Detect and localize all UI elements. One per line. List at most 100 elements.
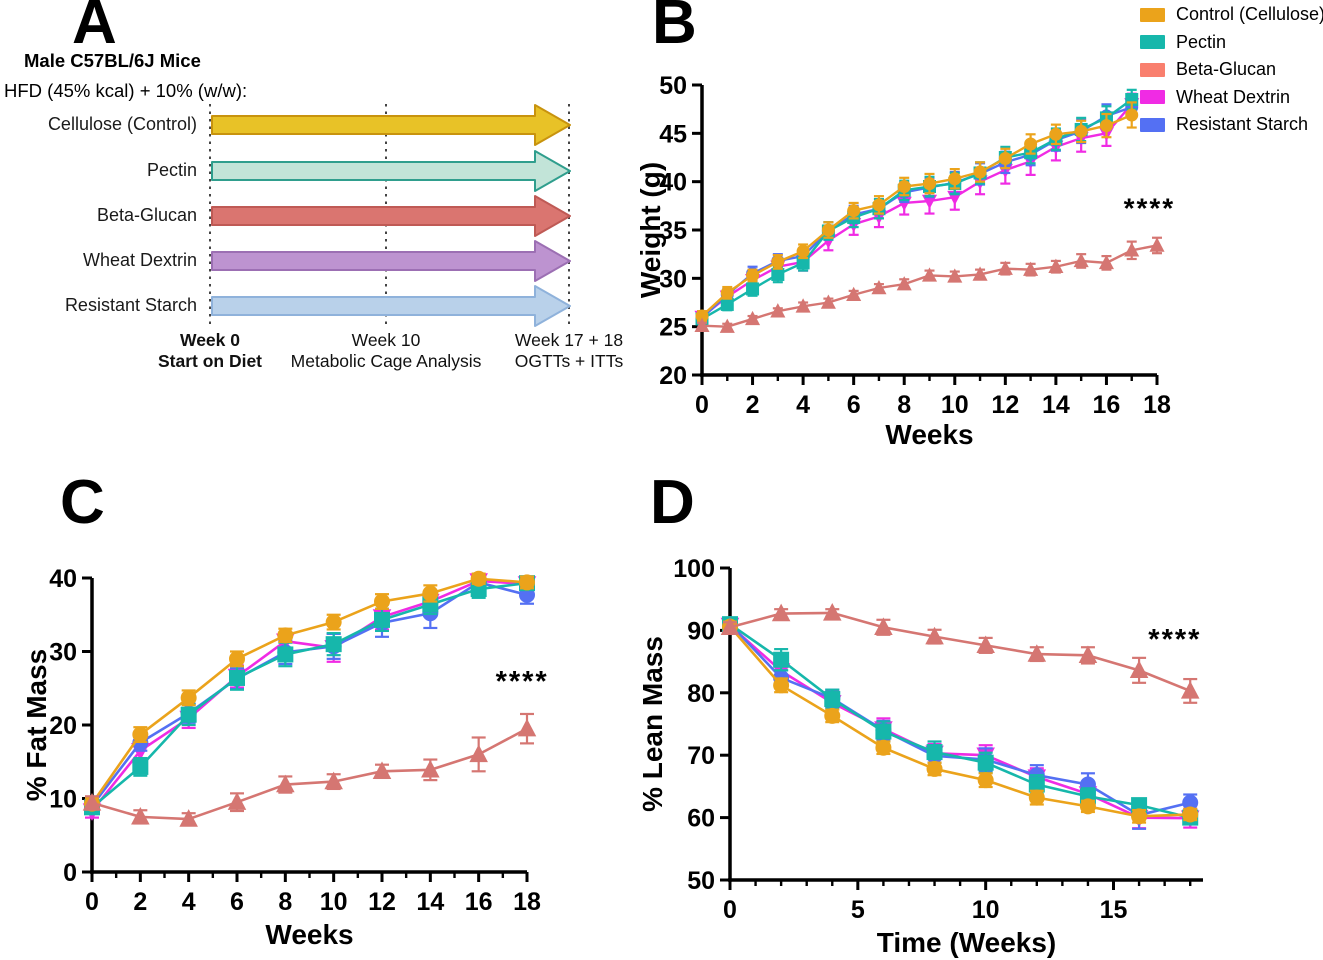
x-tick-label: 12 [368,888,396,916]
y-tick-label: 25 [659,314,687,342]
legend-swatch [1140,7,1165,22]
series-pectin [722,616,1199,826]
y-tick-label: 30 [659,265,687,293]
x-tick-label: 6 [230,888,244,916]
marker-circle [180,689,197,706]
x-tick-label: 2 [746,391,760,419]
marker-circle [1131,808,1148,825]
legend-label: Pectin [1176,31,1227,52]
series-line [700,106,1133,320]
legend-swatch [1140,35,1165,50]
marker-triangle-up [1027,644,1047,662]
marker-circle [872,198,886,212]
series-line [90,581,529,809]
y-tick-label: 90 [687,617,715,645]
x-tick-label: 10 [320,888,348,916]
marker-triangle-up [131,806,150,825]
legend-label: Resistant Starch [1176,114,1309,135]
series-beta-glucan [720,603,1200,704]
timeline-diagram [209,104,571,327]
series-line [728,611,1192,693]
marker-circle [1182,806,1199,823]
marker-square [132,758,149,775]
y-tick-label: 10 [49,786,77,814]
marker-triangle-up [921,267,938,282]
series-control-cellulose [695,101,1139,323]
marker-circle [695,309,709,323]
marker-circle [374,593,390,610]
marker-circle [1049,127,1063,141]
marker-circle [773,677,790,694]
marker-triangle-up [1149,237,1165,252]
y-tick-label: 45 [659,120,687,148]
series-resistant-starch [722,616,1199,830]
x-tick-label: 18 [1143,391,1171,419]
y-tick-label: 20 [659,362,687,390]
y-tick-label: 50 [687,867,715,895]
marker-triangle-up [82,792,102,811]
milestone-2: Week 10 Metabolic Cage Analysis [271,330,501,372]
x-tick-label: 16 [1093,391,1121,419]
x-tick-label: 4 [182,888,196,916]
marker-circle [821,223,835,237]
diet-label-pectin: Pectin [146,160,197,180]
series-line [90,577,529,805]
marker-triangle-up [896,276,912,291]
marker-square [773,651,790,668]
y-tick-label: 60 [687,805,715,833]
milestone-subtitle: Metabolic Cage Analysis [290,351,482,371]
marker-circle [824,707,841,724]
series-wheat-dextrin [694,92,1140,326]
marker-circle [422,585,439,602]
marker-circle [1079,798,1096,815]
x-tick-label: 14 [416,888,444,916]
marker-circle [1028,789,1045,806]
series-line [728,625,1192,818]
marker-circle [720,286,734,300]
series-line [728,622,1192,819]
x-tick-label: 5 [851,896,865,924]
x-tick-label: 16 [465,888,493,916]
marker-circle [1074,124,1088,138]
significance-stars: **** [1124,192,1176,223]
marker-triangle-up [276,774,295,793]
series-beta-glucan [82,712,537,827]
marker-circle [977,772,994,789]
milestone-3: Week 17 + 18 OGTTs + ITTs [454,330,684,372]
lean-mass-chart: 0 5 10 15 50 60 70 80 90 100 Time (Weeks) % Lean Ma… [637,555,1203,958]
y-tick-label: 30 [49,639,77,667]
marker-triangle-up [846,286,862,302]
marker-square [229,669,245,686]
marker-triangle-up [421,759,440,778]
diet-description: HFD (45% kcal) + 10% (w/w): [4,80,248,101]
marker-square [277,646,294,663]
marker-square [977,754,994,771]
x-tick-label: 0 [723,896,737,924]
significance-stars: **** [496,666,549,698]
milestone-title: Week 0 [180,330,240,350]
series-pectin [695,88,1139,326]
cohort-title: Male C57BL/6J Mice [24,50,201,71]
marker-triangle-up [469,744,488,763]
y-axis-title: % Fat Mass [21,649,52,802]
series-control-cellulose [84,570,535,812]
marker-triangle-up [720,617,740,635]
axes: 0 2 4 6 8 10 12 14 16 18 20 25 30 35 40 45 50 [659,72,1171,419]
marker-circle [519,574,535,591]
marker-triangle-up [795,298,811,313]
series-line [700,113,1133,318]
marker-circle [796,244,810,258]
milestone-subtitle: OGTTs + ITTs [514,351,624,371]
legend-swatch [1140,90,1165,105]
diet-label-resistant-starch: Resistant Starch [64,295,197,315]
x-tick-label: 0 [85,888,99,916]
marker-square [824,691,841,708]
marker-circle [325,614,342,631]
marker-triangle-up [820,294,836,309]
legend-item-pectin: Pectin [1140,29,1323,57]
legend-label: Wheat Dextrin [1176,86,1291,107]
marker-circle [847,204,861,218]
legend-label: Control (Cellulose) [1176,4,1323,25]
series-line [90,579,529,813]
series-line [90,581,529,808]
